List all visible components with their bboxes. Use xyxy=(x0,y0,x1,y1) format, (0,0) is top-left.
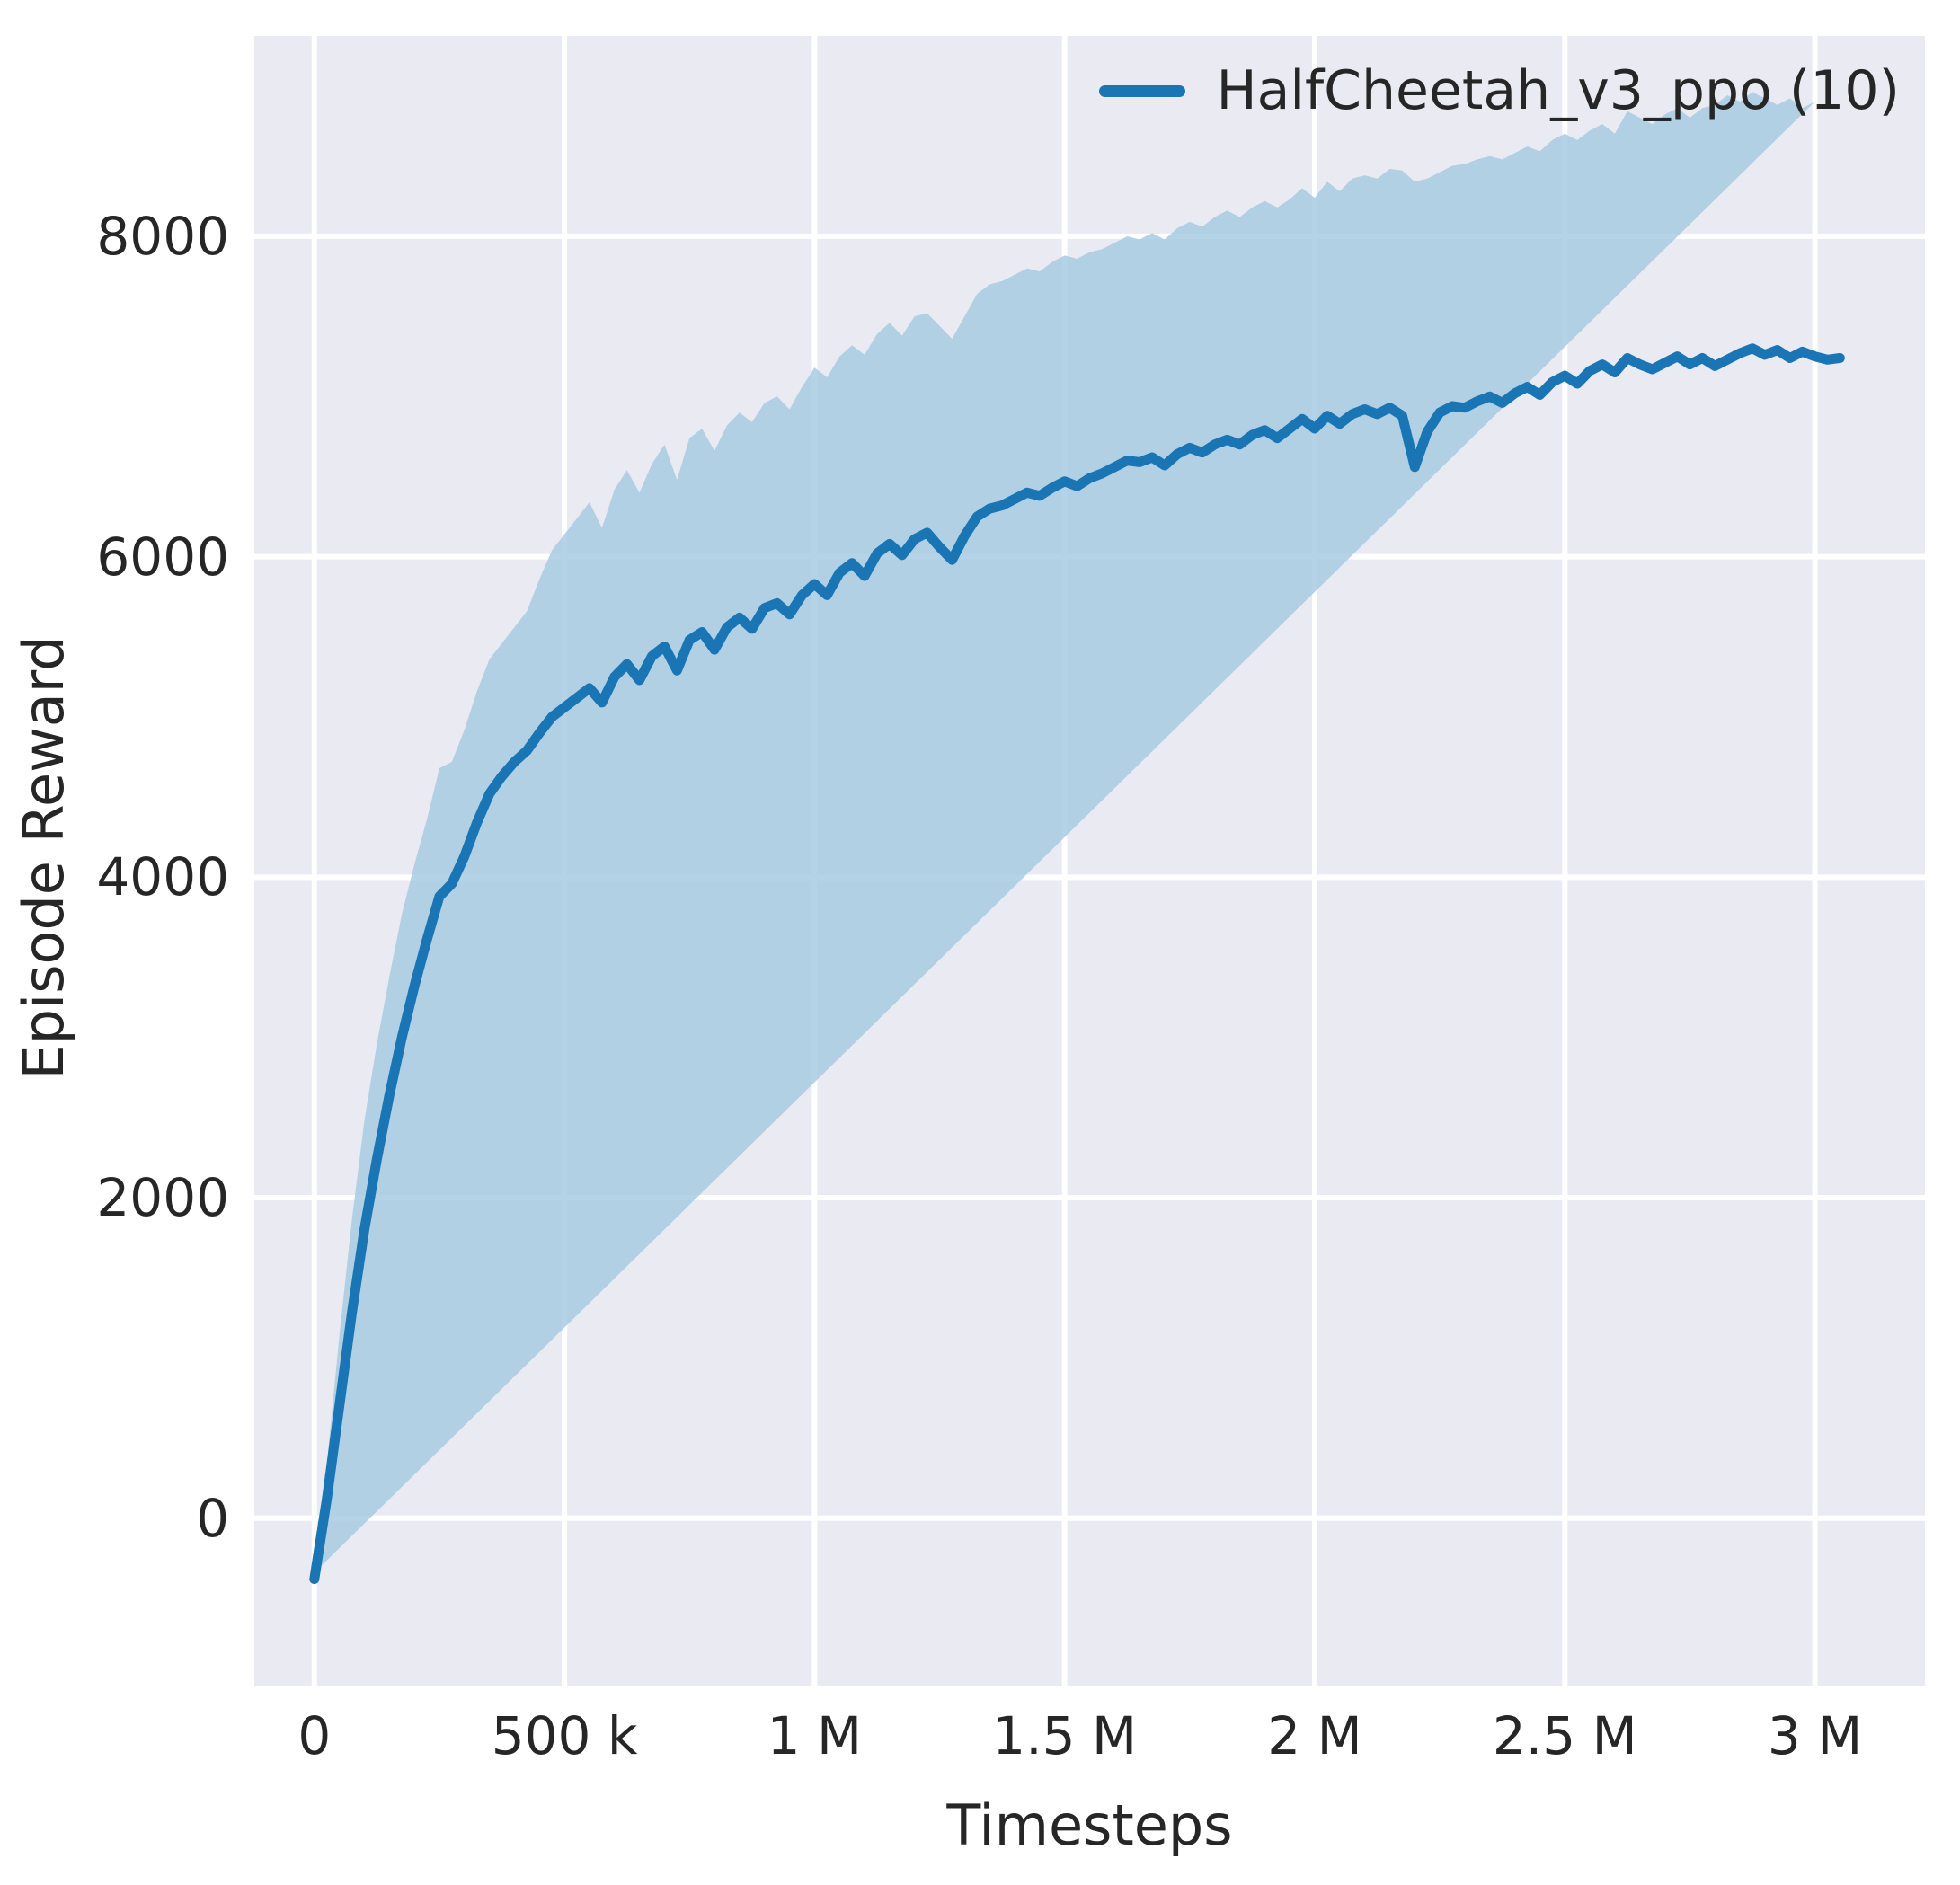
y-tick-label: 0 xyxy=(196,1487,229,1549)
x-axis-tick-labels: 0 500 k 1 M 1.5 M 2 M 2.5 M 3 M xyxy=(254,1705,1925,1777)
x-tick-label: 1 M xyxy=(767,1705,863,1766)
plot-area: HalfCheetah_v3_ppo (10) xyxy=(254,36,1925,1686)
chart-canvas xyxy=(254,36,1925,1686)
y-tick-label: 6000 xyxy=(96,526,229,588)
y-tick-label: 8000 xyxy=(96,205,229,267)
x-tick-label: 0 xyxy=(297,1705,332,1766)
y-tick-label: 4000 xyxy=(96,846,229,908)
legend-entry-label: HalfCheetah_v3_ppo (10) xyxy=(1216,59,1900,122)
x-tick-label: 2 M xyxy=(1267,1705,1362,1766)
legend-line-swatch-icon xyxy=(1099,84,1186,97)
x-axis-title: Timesteps xyxy=(946,1792,1233,1858)
x-tick-label: 3 M xyxy=(1767,1705,1863,1766)
x-tick-label: 500 k xyxy=(491,1705,638,1766)
x-tick-label: 1.5 M xyxy=(992,1705,1138,1766)
y-tick-label: 2000 xyxy=(96,1167,229,1229)
y-axis-tick-labels: 0 2000 4000 6000 8000 xyxy=(0,36,229,1686)
y-axis-title: Episode Reward xyxy=(11,635,76,1080)
series-line xyxy=(309,343,1845,1585)
chart-legend: HalfCheetah_v3_ppo (10) xyxy=(1090,56,1909,126)
x-tick-label: 2.5 M xyxy=(1492,1705,1637,1766)
confidence-band xyxy=(314,92,1815,1573)
